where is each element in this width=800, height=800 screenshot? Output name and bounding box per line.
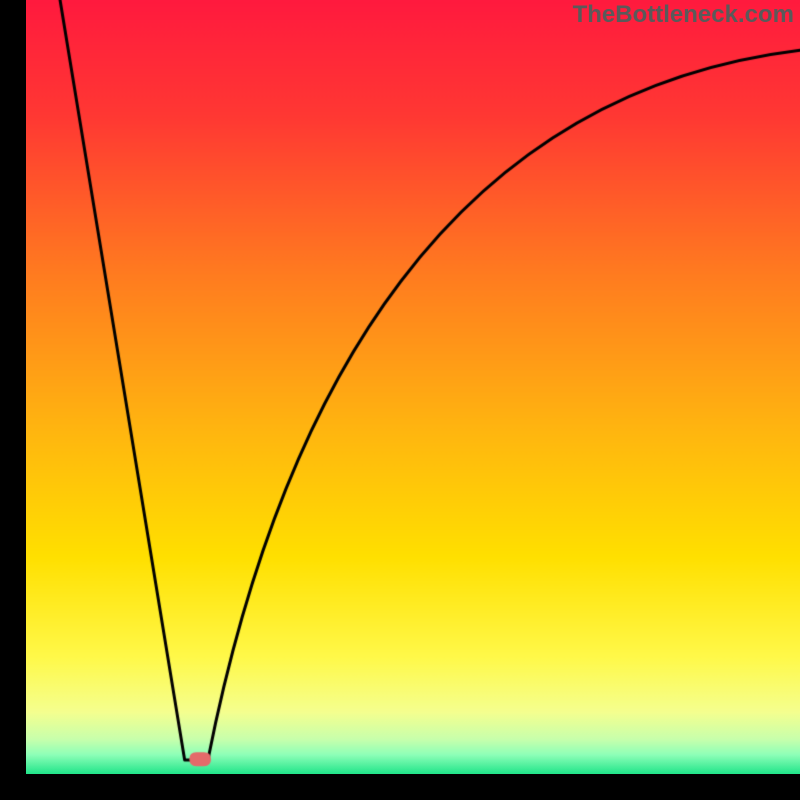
vertex-marker: [26, 0, 800, 774]
plot-area: [26, 0, 800, 774]
chart-container: TheBottleneck.com: [0, 0, 800, 800]
watermark-text: TheBottleneck.com: [573, 1, 794, 29]
